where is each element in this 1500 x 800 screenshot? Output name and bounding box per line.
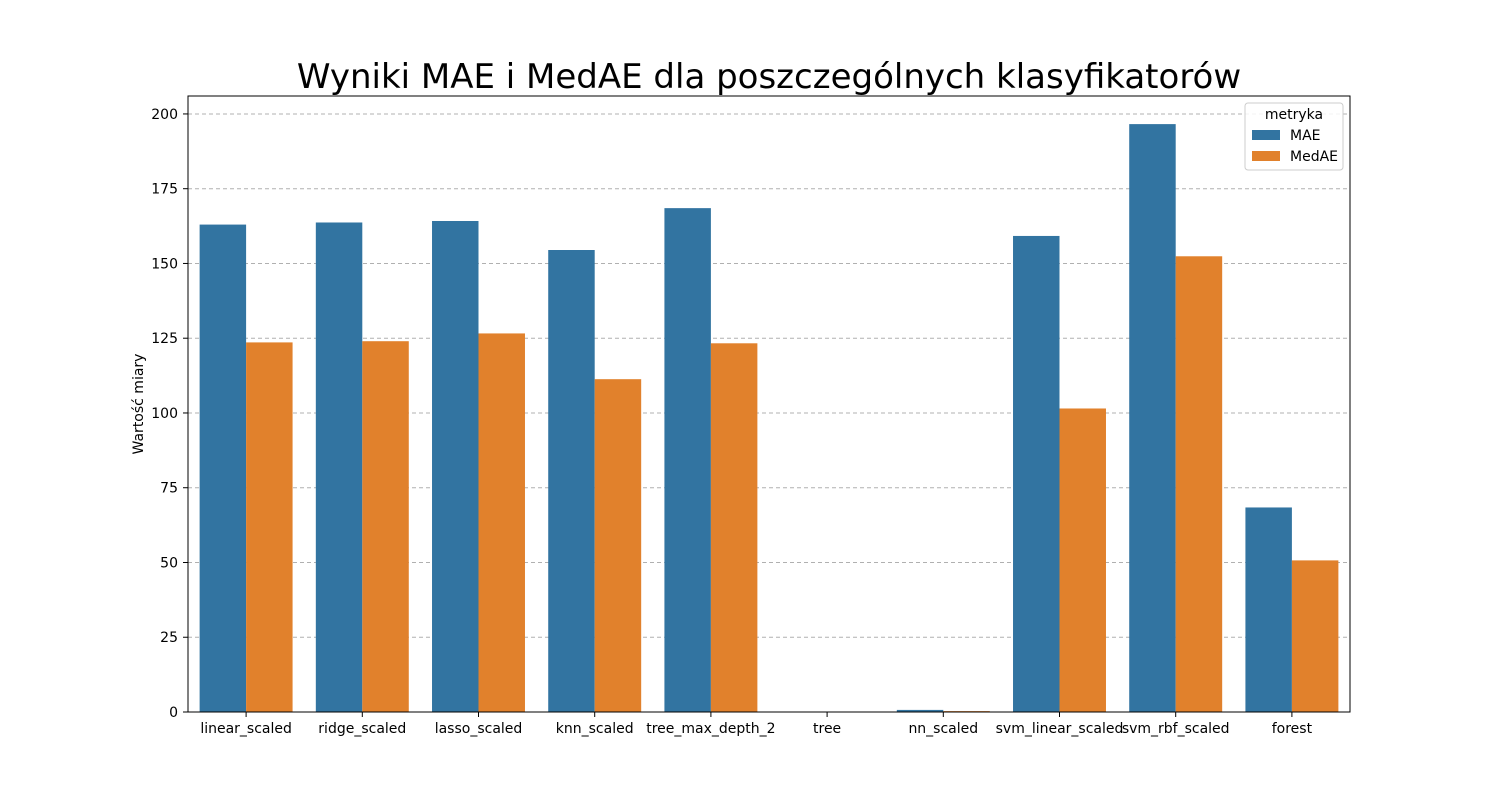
bars	[199, 124, 1339, 713]
x-tick-label: forest	[1272, 721, 1313, 737]
y-tick-label: 125	[151, 331, 178, 347]
bar-mae-nn_scaled	[896, 709, 944, 712]
bar-mae-knn_scaled	[548, 250, 595, 712]
bar-medae-svm_linear_scaled	[1059, 408, 1106, 712]
y-tick-label: 200	[151, 107, 178, 123]
bar-mae-tree_max_depth_2	[664, 208, 711, 712]
bar-medae-ridge_scaled	[362, 341, 409, 712]
bar-mae-svm_linear_scaled	[1013, 235, 1060, 713]
y-tick-label: 75	[160, 481, 178, 497]
bar-mae-forest	[1245, 507, 1292, 712]
bar-medae-linear_scaled	[246, 342, 293, 712]
x-tick-label: lasso_scaled	[435, 721, 523, 737]
y-tick-label: 25	[160, 630, 178, 646]
y-tick-label: 0	[169, 705, 178, 721]
bar-mae-svm_rbf_scaled	[1129, 124, 1176, 712]
y-axis: 0 25 50 75 100 125 150 175 200	[151, 107, 188, 721]
bar-medae-forest	[1291, 560, 1339, 712]
bar-medae-knn_scaled	[594, 379, 642, 712]
plot-frame	[187, 95, 1351, 713]
bar-mae-linear_scaled	[199, 224, 247, 712]
x-tick-label: tree_max_depth_2	[646, 721, 775, 737]
legend: metryka MAE MedAE	[1244, 102, 1344, 171]
legend-swatch-medae	[1252, 151, 1280, 161]
legend-swatch-mae	[1252, 130, 1280, 140]
y-tick-label: 150	[151, 256, 178, 272]
legend-label-medae: MedAE	[1290, 149, 1338, 165]
bar-mae-lasso_scaled	[432, 220, 479, 712]
bar-mae-ridge_scaled	[315, 222, 363, 712]
x-tick-label: tree	[813, 721, 841, 737]
y-tick-label: 100	[151, 406, 178, 422]
bar-medae-tree_max_depth_2	[710, 343, 758, 712]
x-tick-label: ridge_scaled	[318, 721, 406, 737]
x-tick-label: knn_scaled	[556, 721, 634, 737]
x-tick-label: linear_scaled	[200, 721, 292, 737]
x-tick-label: svm_linear_scaled	[996, 721, 1124, 737]
x-tick-label: nn_scaled	[908, 721, 978, 737]
x-tick-label: svm_rbf_scaled	[1122, 721, 1230, 737]
x-axis: linear_scaled ridge_scaled lasso_scaled knn…	[200, 712, 1313, 737]
y-tick-label: 175	[151, 182, 178, 198]
bar-medae-lasso_scaled	[478, 333, 525, 712]
bar-medae-svm_rbf_scaled	[1175, 256, 1223, 712]
chart-title: Wyniki MAE i MedAE dla poszczególnych kl…	[297, 57, 1241, 97]
y-axis-label: Wartość miary	[131, 354, 147, 455]
y-tick-label: 50	[160, 555, 178, 571]
legend-label-mae: MAE	[1290, 128, 1321, 144]
legend-title: metryka	[1265, 107, 1323, 123]
